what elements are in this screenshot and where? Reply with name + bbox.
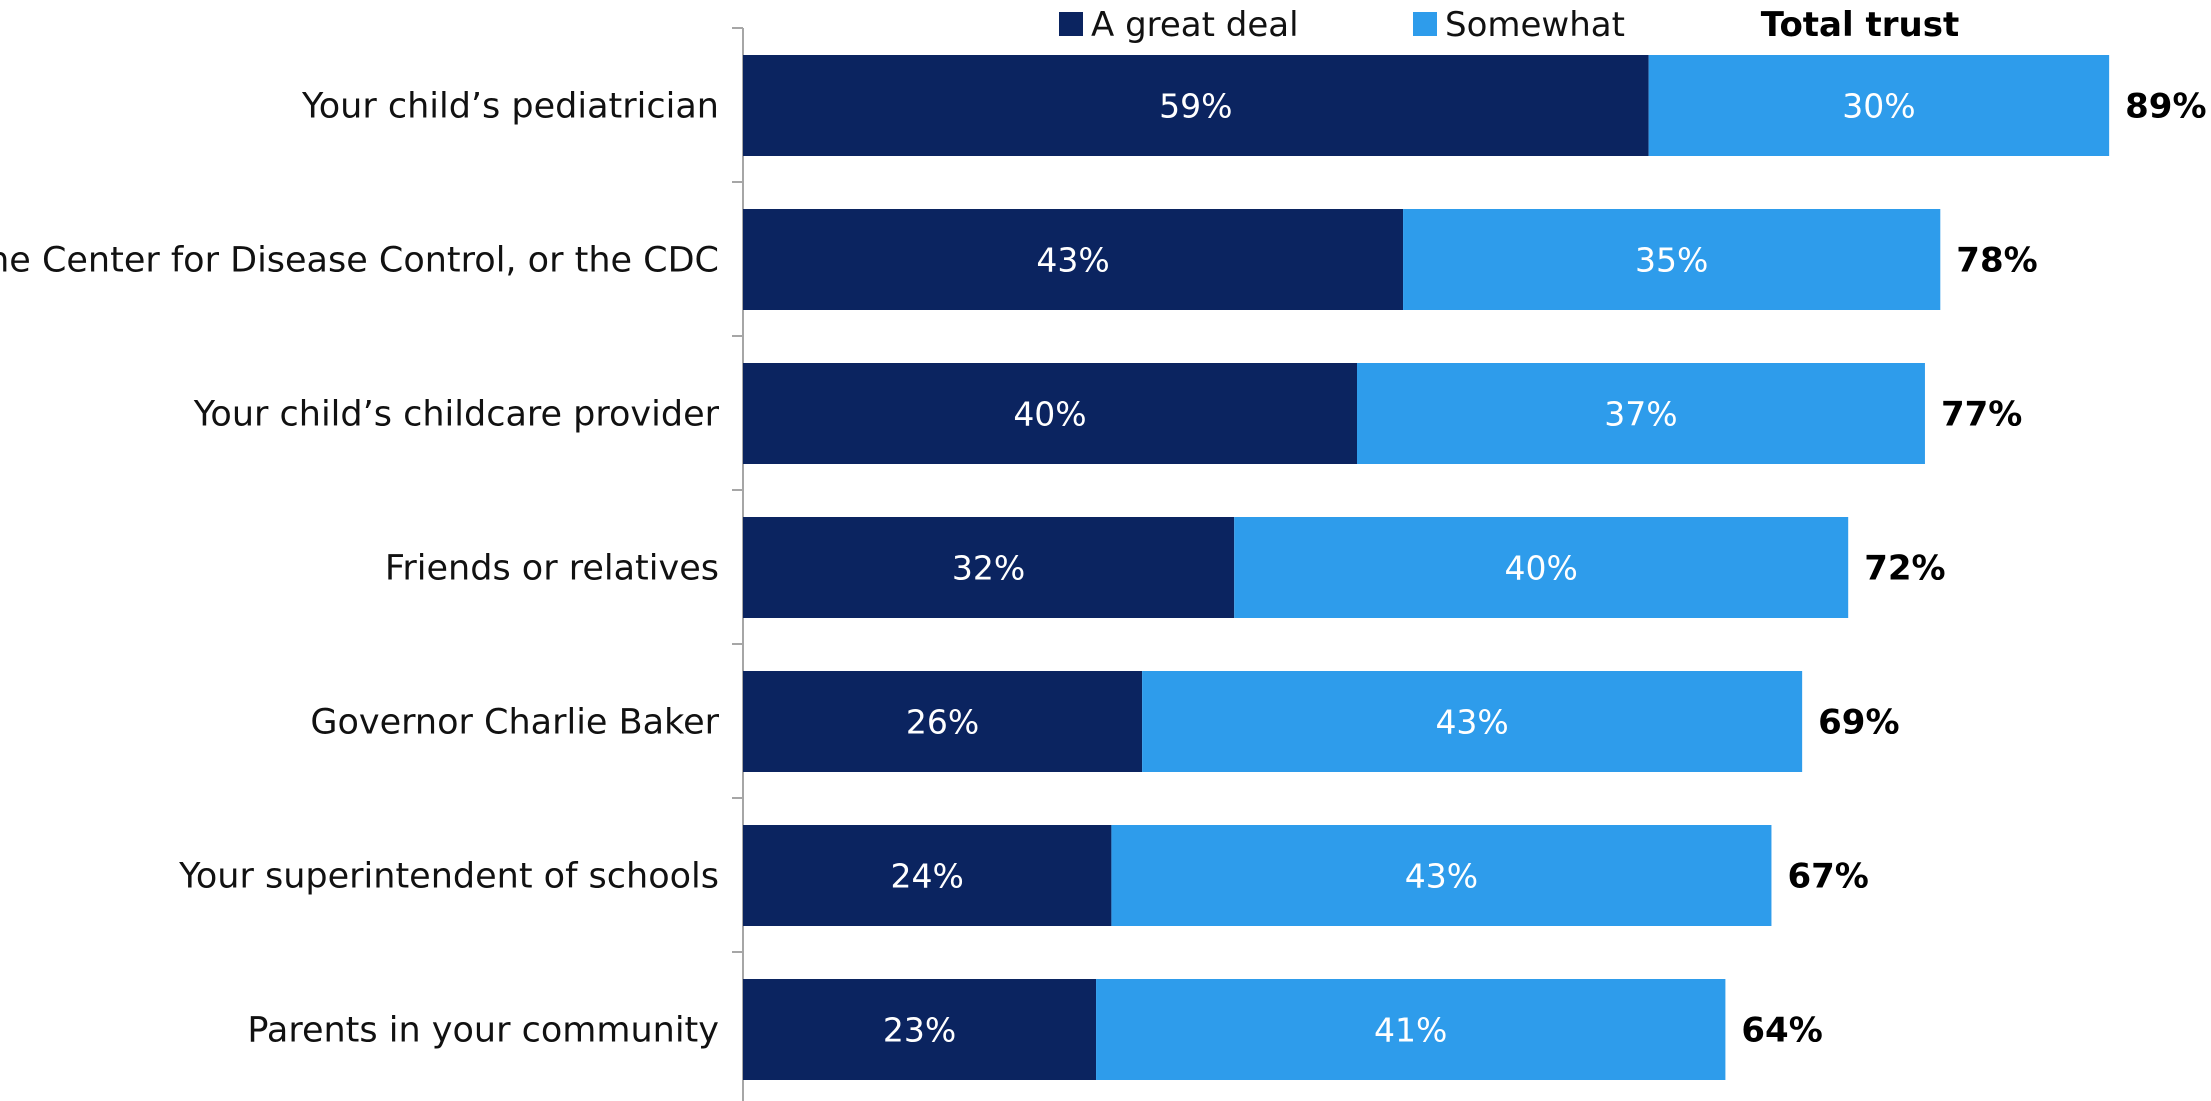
- bar-value-label: 37%: [1604, 395, 1677, 434]
- total-trust-label: 64%: [1741, 1011, 1822, 1051]
- legend-total-trust-header: Total trust: [1761, 5, 1959, 45]
- total-trust-label: 77%: [1941, 395, 2022, 435]
- legend-swatch-somewhat: [1413, 12, 1437, 36]
- bar-segment-somewhat: [1234, 517, 1849, 618]
- category-label: The Center for Disease Control, or the C…: [0, 241, 719, 281]
- bar-value-label: 26%: [906, 703, 979, 742]
- bar-segment-great-deal: [743, 209, 1404, 310]
- category-label: Your child’s childcare provider: [193, 395, 720, 435]
- legend-swatch-great-deal: [1059, 12, 1083, 36]
- bar-value-label: 43%: [1435, 703, 1508, 742]
- bar-value-label: 32%: [952, 549, 1025, 588]
- bar-value-label: 23%: [883, 1011, 956, 1050]
- bar-segment-great-deal: [743, 55, 1649, 156]
- bar-segment-great-deal: [743, 517, 1235, 618]
- category-label: Governor Charlie Baker: [310, 703, 719, 743]
- bar-value-label: 41%: [1374, 1011, 1447, 1050]
- total-trust-label: 89%: [2125, 87, 2206, 127]
- bar-value-label: 43%: [1036, 241, 1109, 280]
- bar-segment-somewhat: [1096, 979, 1726, 1080]
- category-label: Your child’s pediatrician: [301, 87, 719, 127]
- bar-value-label: 43%: [1405, 857, 1478, 896]
- bar-segment-somewhat: [1111, 825, 1772, 926]
- category-label: Friends or relatives: [385, 549, 719, 589]
- bar-segment-great-deal: [743, 825, 1112, 926]
- bar-segment-somewhat: [1648, 55, 2110, 156]
- bar-value-label: 59%: [1159, 87, 1232, 126]
- bar-value-label: 40%: [1505, 549, 1578, 588]
- legend-label-great-deal: A great deal: [1091, 5, 1299, 45]
- bar-segment-somewhat: [1142, 671, 1803, 772]
- bar-value-label: 40%: [1013, 395, 1086, 434]
- bar-segment-great-deal: [743, 979, 1097, 1080]
- bar-segment-great-deal: [743, 671, 1143, 772]
- total-trust-label: 69%: [1818, 703, 1899, 743]
- total-trust-label: 78%: [1956, 241, 2037, 281]
- bar-value-label: 35%: [1635, 241, 1708, 280]
- total-trust-label: 72%: [1864, 549, 1945, 589]
- bar-segment-somewhat: [1403, 209, 1941, 310]
- category-label: Your superintendent of schools: [178, 857, 719, 897]
- legend-label-somewhat: Somewhat: [1445, 5, 1625, 45]
- bar-value-label: 24%: [891, 857, 964, 896]
- bar-segment-great-deal: [743, 363, 1357, 464]
- total-trust-label: 67%: [1787, 857, 1868, 897]
- bar-segment-somewhat: [1357, 363, 1925, 464]
- category-label: Parents in your community: [247, 1011, 719, 1051]
- bar-value-label: 30%: [1842, 87, 1915, 126]
